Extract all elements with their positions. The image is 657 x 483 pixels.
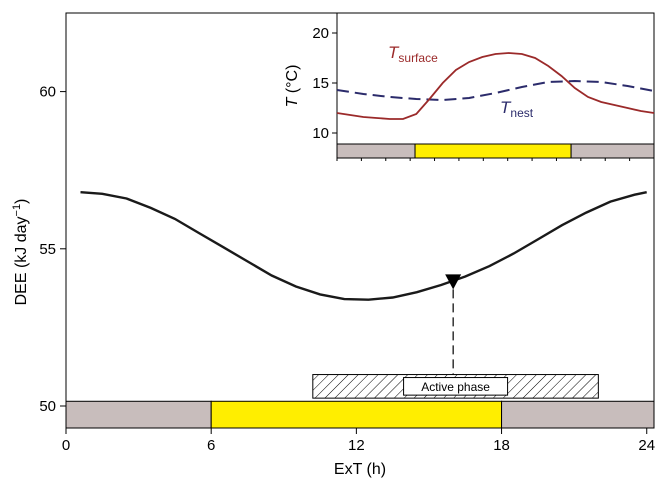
inset-y-axis-label-rest: (°C)	[284, 65, 301, 98]
inset-light-dark-bar	[336, 143, 655, 159]
light-dark-bar	[65, 400, 655, 429]
t-surface-label-main: T	[388, 43, 400, 62]
inset-chart: 10 15 20 T (°C) Tsurface Tnest	[284, 12, 655, 161]
main-y-axis-label-text: DEE (kJ day	[13, 216, 30, 305]
inset-light-dark-segment-dark	[336, 143, 416, 159]
x-tick-label: 24	[638, 437, 655, 454]
active-phase-bar: Active phase	[312, 374, 599, 399]
active-phase-label-box	[403, 377, 509, 396]
light-dark-segment-light	[210, 400, 503, 429]
inset-y-tick-label: 15	[312, 75, 329, 92]
main-x-axis-label: ExT (h)	[334, 461, 386, 478]
inset-y-tick-label: 10	[312, 125, 329, 142]
inset-plot-frame	[336, 12, 655, 159]
main-y-axis-label: DEE (kJ day−1)	[11, 199, 30, 306]
inset-y-axis-label: T (°C)	[284, 65, 301, 108]
y-tick-label: 50	[39, 398, 56, 415]
main-y-axis: 50 55 60	[39, 84, 66, 415]
active-phase-label: Active phase	[421, 380, 490, 394]
y-tick-label: 55	[39, 241, 56, 258]
t-surface-label-sub: surface	[398, 51, 438, 65]
light-dark-segment-dark	[65, 400, 212, 429]
t-surface-label: Tsurface	[388, 43, 438, 65]
inset-light-dark-segment-light	[414, 143, 572, 159]
inset-y-axis: 10 15 20	[312, 25, 337, 142]
light-dark-segment-dark	[501, 400, 655, 429]
x-tick-label: 6	[207, 437, 215, 454]
inset-x-axis	[336, 158, 655, 161]
inset-y-tick-label: 20	[312, 25, 329, 42]
inset-light-dark-segment-dark	[570, 143, 655, 159]
y-tick-label: 60	[39, 84, 56, 101]
dee-series-line	[80, 191, 647, 301]
x-tick-label: 18	[493, 437, 510, 454]
inset-background	[337, 13, 654, 158]
t-nest-label: Tnest	[500, 98, 534, 120]
t-nest-label-main: T	[500, 98, 512, 117]
dee-marker-triangle	[445, 274, 462, 290]
x-tick-label: 12	[348, 437, 365, 454]
inset-y-axis-label-italic: T	[284, 96, 301, 107]
x-tick-label: 0	[62, 437, 70, 454]
main-y-axis-label-sup: −1	[11, 204, 23, 217]
t-surface-series-line	[336, 52, 655, 120]
main-x-axis: 0 6 12 18 24	[62, 428, 655, 454]
main-y-axis-label-close: )	[13, 199, 30, 204]
t-nest-label-sub: nest	[510, 106, 533, 120]
